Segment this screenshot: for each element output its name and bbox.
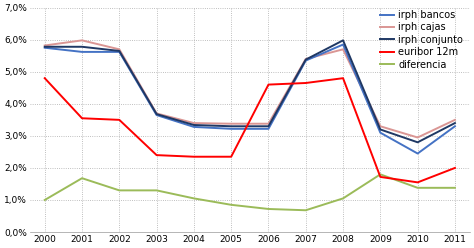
diferencia [452, 186, 458, 189]
irph cajas [191, 122, 197, 124]
diferencia [42, 198, 47, 201]
irph cajas [452, 118, 458, 121]
diferencia [228, 203, 234, 206]
diferencia [265, 208, 271, 211]
irph conjunto [117, 49, 122, 52]
irph bancos [228, 127, 234, 130]
Line: irph bancos: irph bancos [45, 45, 455, 154]
Line: irph conjunto: irph conjunto [45, 40, 455, 142]
irph bancos [117, 50, 122, 53]
euribor 12m [228, 155, 234, 158]
irph cajas [340, 48, 346, 51]
diferencia [117, 189, 122, 192]
irph cajas [42, 44, 47, 47]
irph cajas [79, 39, 85, 42]
irph bancos [191, 125, 197, 128]
diferencia [377, 173, 383, 176]
irph conjunto [452, 122, 458, 124]
diferencia [303, 209, 309, 212]
irph bancos [154, 114, 159, 117]
irph conjunto [154, 113, 159, 116]
irph conjunto [228, 125, 234, 128]
euribor 12m [452, 166, 458, 169]
irph bancos [265, 127, 271, 130]
Line: irph cajas: irph cajas [45, 40, 455, 137]
irph conjunto [415, 141, 420, 144]
euribor 12m [191, 155, 197, 158]
Line: euribor 12m: euribor 12m [45, 78, 455, 182]
irph conjunto [265, 125, 271, 128]
irph conjunto [340, 39, 346, 42]
diferencia [191, 197, 197, 200]
irph cajas [303, 58, 309, 61]
irph cajas [117, 48, 122, 51]
irph bancos [377, 131, 383, 134]
irph bancos [340, 43, 346, 46]
irph bancos [42, 46, 47, 49]
euribor 12m [154, 154, 159, 156]
irph cajas [377, 125, 383, 128]
irph cajas [228, 122, 234, 125]
irph cajas [154, 112, 159, 115]
euribor 12m [415, 181, 420, 184]
irph conjunto [303, 58, 309, 61]
euribor 12m [117, 118, 122, 121]
irph bancos [452, 125, 458, 128]
euribor 12m [377, 175, 383, 178]
irph bancos [79, 50, 85, 53]
diferencia [154, 189, 159, 192]
diferencia [340, 197, 346, 200]
euribor 12m [340, 77, 346, 80]
irph bancos [415, 152, 420, 155]
euribor 12m [303, 82, 309, 85]
diferencia [415, 186, 420, 189]
irph conjunto [42, 45, 47, 48]
Legend: irph bancos, irph cajas, irph conjunto, euribor 12m, diferencia: irph bancos, irph cajas, irph conjunto, … [378, 8, 465, 72]
diferencia [79, 177, 85, 180]
euribor 12m [265, 83, 271, 86]
irph conjunto [191, 124, 197, 126]
irph cajas [265, 122, 271, 125]
irph conjunto [377, 128, 383, 131]
euribor 12m [42, 77, 47, 80]
irph cajas [415, 136, 420, 139]
irph conjunto [79, 45, 85, 48]
irph bancos [303, 59, 309, 62]
Line: diferencia: diferencia [45, 174, 455, 210]
euribor 12m [79, 117, 85, 120]
